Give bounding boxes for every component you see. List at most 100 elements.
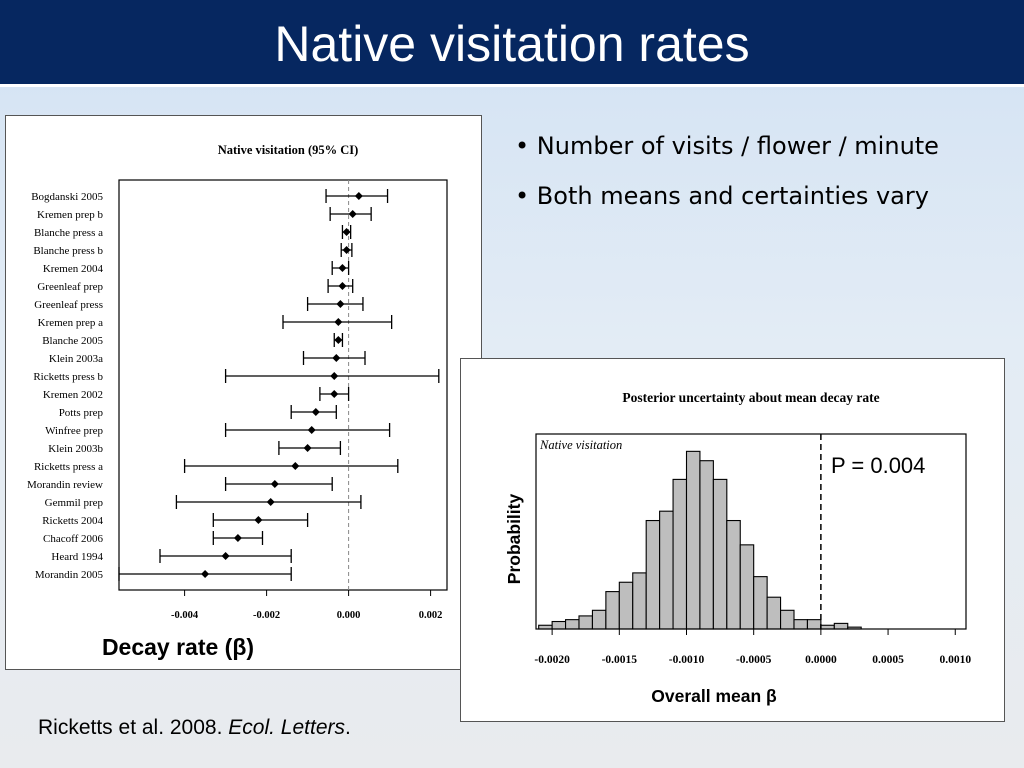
forest-study-label: Ricketts press b [33, 371, 103, 383]
forest-study-label: Kremen 2004 [43, 263, 104, 275]
histogram-bar [591, 609, 607, 630]
forest-mean-point [354, 192, 363, 200]
histogram-x-tick-label: -0.0020 [534, 654, 570, 666]
forest-mean-point [266, 498, 275, 506]
histogram-inset-label: Native visitation [539, 438, 622, 452]
bullet-item: • Both means and certainties vary [515, 182, 929, 210]
histogram-x-axis-label: Overall mean β [651, 686, 777, 706]
histogram-title: Posterior uncertainty about mean decay r… [622, 390, 879, 405]
histogram-bar [793, 619, 808, 630]
histogram-plot: Posterior uncertainty about mean decay r… [504, 390, 971, 706]
forest-x-tick-label: -0.004 [171, 610, 199, 621]
histogram-x-tick-label: -0.0005 [736, 654, 772, 666]
forest-plot-title: Native visitation (95% CI) [218, 143, 359, 157]
forest-study-label: Kremen prep a [38, 317, 103, 329]
forest-study-label: Blanche press b [33, 245, 103, 257]
histogram-bar [645, 519, 661, 630]
bullet-item: • Number of visits / flower / minute [515, 132, 939, 160]
forest-mean-point [348, 210, 357, 218]
forest-study-label: Blanche press a [34, 227, 103, 239]
histogram-x-tick-label: 0.0000 [805, 654, 837, 666]
forest-mean-point [270, 480, 279, 488]
forest-mean-point [307, 426, 316, 434]
citation-authors: Ricketts et al. 2008. [38, 716, 229, 739]
histogram-bar [551, 620, 567, 630]
forest-study-label: Kremen 2002 [43, 389, 103, 401]
forest-mean-point [342, 228, 351, 236]
bullet-list: • Number of visits / flower / minute • B… [515, 128, 1015, 228]
histogram-bar [806, 619, 822, 630]
forest-plot: Native visitation (95% CI) Bogdanski 200… [27, 143, 448, 660]
forest-x-axis-label: Decay rate (β) [102, 634, 254, 660]
forest-study-label: Heard 1994 [51, 551, 103, 563]
forest-study-label: Morandin review [27, 479, 103, 491]
forest-mean-point [334, 318, 343, 326]
forest-mean-point [201, 570, 210, 578]
forest-mean-point [291, 462, 300, 470]
forest-study-label: Ricketts 2004 [42, 515, 103, 527]
forest-study-label: Klein 2003a [49, 353, 103, 365]
forest-study-label: Winfree prep [45, 425, 103, 437]
bullet-text: Both means and certainties vary [536, 182, 929, 210]
forest-mean-point [332, 354, 341, 362]
histogram-bar [699, 460, 714, 630]
forest-study-label: Ricketts press a [34, 461, 103, 473]
forest-study-label: Kremen prep b [37, 209, 103, 221]
histogram-bar [632, 572, 647, 630]
histogram-x-tick-label: -0.0015 [602, 654, 638, 666]
forest-plot-panel: Native visitation (95% CI) Bogdanski 200… [5, 115, 482, 670]
histogram-bar [753, 576, 768, 630]
histogram-x-tick-label: 0.0010 [939, 654, 971, 666]
forest-study-label: Greenleaf prep [37, 281, 103, 293]
forest-study-label: Morandin 2005 [35, 569, 104, 581]
histogram-bar [672, 478, 688, 630]
forest-mean-point [342, 246, 351, 254]
histogram-bar [726, 519, 741, 630]
forest-study-label: Bogdanski 2005 [31, 191, 103, 203]
forest-mean-point [338, 264, 347, 272]
histogram-bar [659, 510, 674, 630]
histogram-frame [535, 433, 967, 630]
forest-study-label: Greenleaf press [34, 299, 103, 311]
forest-plot-frame [118, 179, 448, 591]
forest-x-tick-label: 0.002 [419, 610, 443, 621]
forest-mean-point [233, 534, 242, 542]
forest-mean-point [330, 372, 339, 380]
forest-mean-point [311, 408, 320, 416]
histogram-bar [605, 591, 620, 630]
forest-study-label: Klein 2003b [48, 443, 103, 455]
citation-trail: . [345, 716, 351, 739]
histogram-bar [712, 478, 728, 630]
histogram-panel: Posterior uncertainty about mean decay r… [460, 358, 1005, 722]
forest-study-label: Potts prep [59, 407, 104, 419]
forest-mean-point [254, 516, 263, 524]
forest-mean-point [338, 282, 347, 290]
slide-title: Native visitation rates [274, 16, 750, 72]
histogram-bar [833, 622, 849, 630]
forest-study-label: Chacoff 2006 [43, 533, 103, 545]
citation-journal: Ecol. Letters [228, 716, 345, 739]
forest-study-label: Blanche 2005 [42, 335, 103, 347]
title-bar: Native visitation rates [0, 0, 1024, 87]
forest-mean-point [334, 336, 343, 344]
histogram-bar [739, 544, 755, 630]
histogram-x-tick-label: 0.0005 [872, 654, 904, 666]
histogram-bar [565, 619, 580, 630]
bullet-text: Number of visits / flower / minute [536, 132, 939, 160]
citation: Ricketts et al. 2008. Ecol. Letters. [38, 716, 351, 740]
histogram-bar [780, 609, 795, 630]
forest-study-label: Gemmil prep [45, 497, 104, 509]
histogram-x-tick-label: -0.0010 [669, 654, 705, 666]
forest-mean-point [336, 300, 345, 308]
histogram-bar [578, 615, 593, 630]
histogram-bar [766, 596, 782, 630]
forest-mean-point [221, 552, 230, 560]
forest-mean-point [303, 444, 312, 452]
p-value-annotation: P = 0.004 [831, 453, 925, 478]
forest-mean-point [330, 390, 339, 398]
forest-x-tick-label: -0.002 [253, 610, 280, 621]
histogram-bar [618, 581, 634, 630]
histogram-y-axis-label: Probability [504, 494, 524, 585]
histogram-bar [685, 450, 701, 630]
forest-x-tick-label: 0.000 [337, 610, 361, 621]
